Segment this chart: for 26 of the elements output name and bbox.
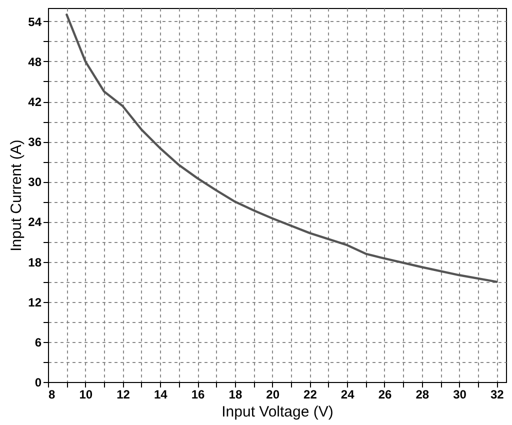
x-tick-label: 10: [79, 388, 93, 402]
y-tick-label: 12: [28, 295, 42, 310]
y-axis-title: Input Current (A): [8, 140, 26, 252]
x-tick-label: 16: [191, 388, 206, 402]
y-tick-label: 18: [28, 255, 42, 270]
y-tick-label: 30: [28, 175, 42, 190]
x-tick-label: 22: [304, 388, 318, 402]
x-tick-label: 14: [154, 388, 168, 402]
x-tick-label: 26: [378, 388, 392, 402]
y-tick-label: 0: [34, 376, 42, 390]
x-tick-label: 24: [340, 388, 355, 402]
y-tick-label: 48: [28, 54, 42, 69]
x-tick-label: 20: [266, 388, 280, 402]
x-tick-label: 28: [416, 388, 430, 402]
x-tick-label: 8: [48, 388, 56, 402]
y-tick-label: 6: [34, 335, 42, 350]
x-tick-label: 12: [116, 388, 130, 402]
y-tick-label: 42: [28, 95, 42, 109]
x-tick-label: 32: [490, 388, 504, 402]
y-tick-label: 54: [28, 14, 42, 29]
line-series: [66, 14, 498, 283]
x-axis-title: Input Voltage (V): [222, 404, 334, 420]
y-tick-label: 24: [28, 215, 42, 230]
y-tick-label: 36: [28, 135, 42, 150]
x-tick-label: 30: [453, 388, 467, 402]
x-tick-label: 18: [228, 388, 242, 402]
